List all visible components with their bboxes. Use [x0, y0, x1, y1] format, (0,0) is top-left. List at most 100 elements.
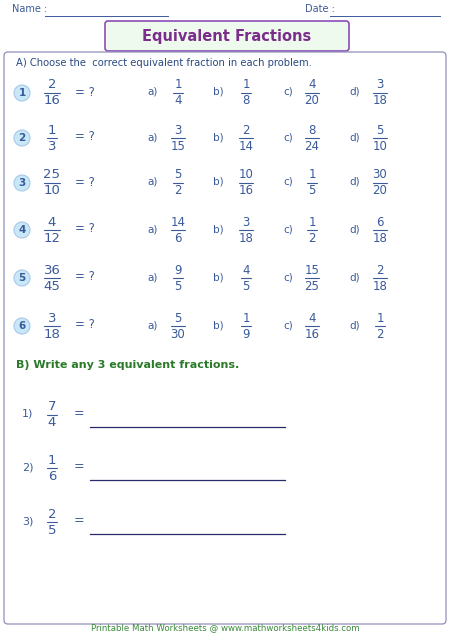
Text: d): d) [349, 177, 360, 187]
Text: A) Choose the  correct equivalent fraction in each problem.: A) Choose the correct equivalent fractio… [16, 58, 312, 68]
Text: 25: 25 [44, 168, 60, 181]
Text: = ?: = ? [75, 318, 95, 332]
Text: 18: 18 [373, 279, 387, 292]
Text: 6: 6 [376, 216, 384, 228]
Text: c): c) [283, 132, 293, 142]
Text: c): c) [283, 272, 293, 282]
Text: 25: 25 [305, 279, 320, 292]
Text: a): a) [148, 224, 158, 234]
Text: 1: 1 [308, 168, 316, 181]
Text: 18: 18 [238, 232, 253, 244]
Text: 18: 18 [373, 94, 387, 107]
Text: 1: 1 [376, 311, 384, 325]
Text: c): c) [283, 320, 293, 330]
Text: 4: 4 [18, 225, 26, 235]
Text: 3: 3 [174, 124, 182, 137]
Text: 5: 5 [174, 168, 182, 181]
Text: 16: 16 [44, 94, 60, 107]
Text: 5: 5 [18, 273, 26, 283]
Text: 30: 30 [171, 327, 185, 341]
Circle shape [14, 85, 30, 101]
Text: d): d) [349, 132, 360, 142]
Text: 2: 2 [242, 124, 250, 137]
Text: 6: 6 [18, 321, 26, 331]
Text: 3: 3 [48, 311, 56, 325]
Text: d): d) [349, 87, 360, 97]
Text: 4: 4 [308, 78, 316, 91]
Text: 45: 45 [44, 279, 60, 292]
Text: 2: 2 [48, 78, 56, 91]
Text: 16: 16 [238, 184, 253, 198]
Text: =: = [74, 514, 85, 528]
Text: 3: 3 [18, 178, 26, 188]
Text: Date :: Date : [305, 4, 335, 14]
Text: 3: 3 [376, 78, 384, 91]
Text: 5: 5 [174, 279, 182, 292]
Text: 4: 4 [308, 311, 316, 325]
Text: = ?: = ? [75, 271, 95, 283]
Text: b): b) [213, 177, 224, 187]
Text: B) Write any 3 equivalent fractions.: B) Write any 3 equivalent fractions. [16, 360, 239, 370]
Text: 10: 10 [373, 140, 387, 152]
Text: b): b) [213, 320, 224, 330]
Text: 5: 5 [174, 311, 182, 325]
Text: 3: 3 [48, 140, 56, 152]
Text: 4: 4 [48, 417, 56, 429]
Text: 5: 5 [48, 524, 56, 537]
Text: 30: 30 [373, 168, 387, 181]
Text: 15: 15 [305, 263, 320, 276]
Text: 12: 12 [44, 232, 60, 244]
Text: 14: 14 [238, 140, 253, 152]
Text: a): a) [148, 87, 158, 97]
Text: 2: 2 [48, 507, 56, 521]
Text: 3): 3) [22, 516, 33, 526]
Text: = ?: = ? [75, 85, 95, 98]
Text: 1: 1 [174, 78, 182, 91]
Circle shape [14, 270, 30, 286]
Text: a): a) [148, 272, 158, 282]
Text: 8: 8 [242, 94, 250, 107]
Text: 9: 9 [242, 327, 250, 341]
Text: 10: 10 [44, 184, 60, 198]
Text: 20: 20 [305, 94, 320, 107]
Text: d): d) [349, 224, 360, 234]
Text: a): a) [148, 177, 158, 187]
Circle shape [14, 175, 30, 191]
Circle shape [14, 130, 30, 146]
Circle shape [14, 222, 30, 238]
Text: 16: 16 [305, 327, 320, 341]
Text: 5: 5 [376, 124, 384, 137]
Text: b): b) [213, 272, 224, 282]
Text: 2: 2 [174, 184, 182, 198]
Text: a): a) [148, 132, 158, 142]
Text: d): d) [349, 272, 360, 282]
Text: = ?: = ? [75, 223, 95, 235]
Text: Name :: Name : [12, 4, 47, 14]
FancyBboxPatch shape [105, 21, 349, 51]
Text: Printable Math Worksheets @ www.mathworksheets4kids.com: Printable Math Worksheets @ www.mathwork… [91, 623, 359, 632]
Text: 2: 2 [376, 263, 384, 276]
Text: = ?: = ? [75, 131, 95, 144]
Text: d): d) [349, 320, 360, 330]
Text: 2): 2) [22, 462, 33, 472]
Text: 18: 18 [44, 327, 60, 341]
Text: 2: 2 [18, 133, 26, 143]
Text: 10: 10 [238, 168, 253, 181]
Text: 6: 6 [174, 232, 182, 244]
Text: 2: 2 [308, 232, 316, 244]
Text: 7: 7 [48, 401, 56, 413]
Text: 1: 1 [242, 311, 250, 325]
Text: 1: 1 [18, 88, 26, 98]
Text: 2: 2 [376, 327, 384, 341]
Text: 18: 18 [373, 232, 387, 244]
Text: b): b) [213, 132, 224, 142]
Text: 5: 5 [242, 279, 250, 292]
Text: 4: 4 [48, 216, 56, 228]
Text: 4: 4 [174, 94, 182, 107]
Text: c): c) [283, 87, 293, 97]
Text: 5: 5 [308, 184, 316, 198]
Text: 1: 1 [48, 124, 56, 137]
Text: b): b) [213, 224, 224, 234]
Circle shape [14, 318, 30, 334]
Text: 14: 14 [171, 216, 185, 228]
